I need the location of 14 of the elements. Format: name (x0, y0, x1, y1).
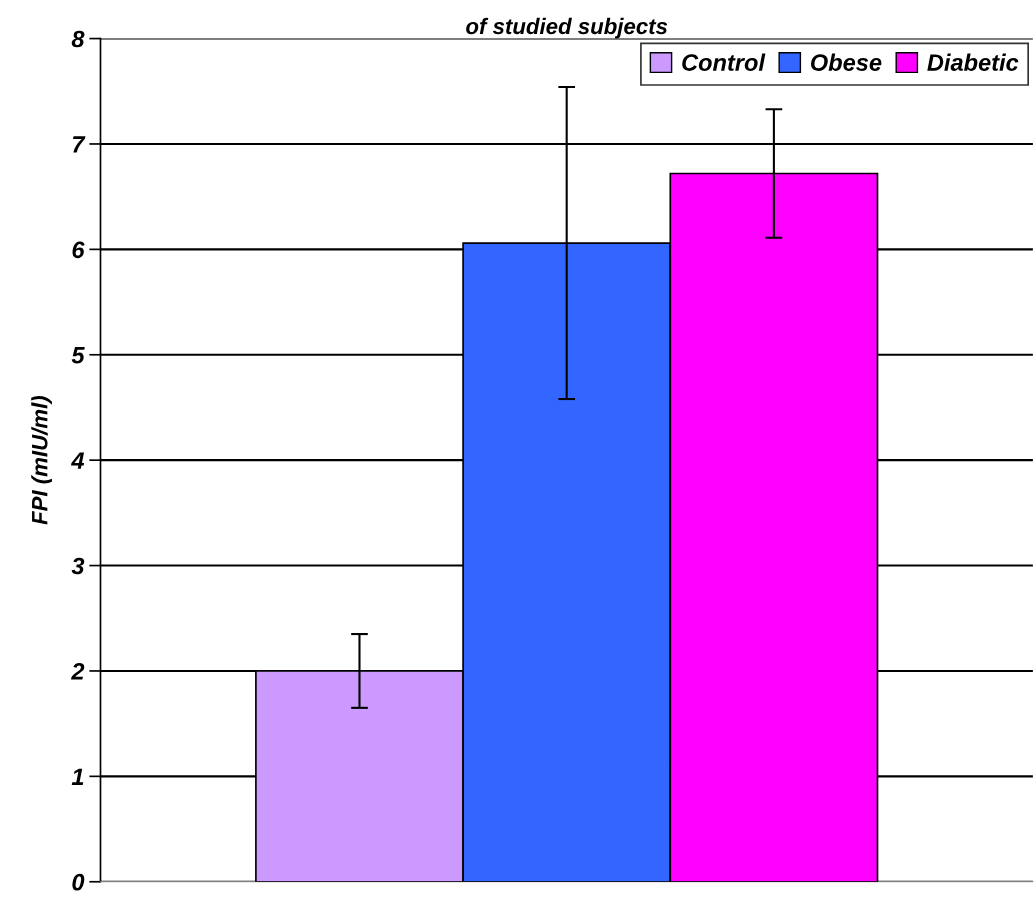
legend-label: Diabetic (927, 53, 1019, 71)
legend-label: Control (682, 53, 766, 71)
y-tick-label: 1 (71, 768, 84, 785)
y-tick-label: 4 (71, 452, 85, 469)
y-tick-label: 2 (71, 663, 85, 680)
y-tick-label: 7 (73, 136, 86, 153)
y-axis-title: FPI (mIU/ml) (31, 395, 52, 525)
chart-title: of studied subjects (466, 17, 668, 39)
y-tick-label: 8 (71, 30, 85, 48)
y-tick-label: 3 (71, 557, 85, 575)
y-tick-label: 6 (72, 241, 85, 259)
legend-label: Obese (811, 53, 882, 71)
y-tick-label: 5 (71, 347, 85, 364)
y-tick-label: 0 (72, 873, 85, 891)
